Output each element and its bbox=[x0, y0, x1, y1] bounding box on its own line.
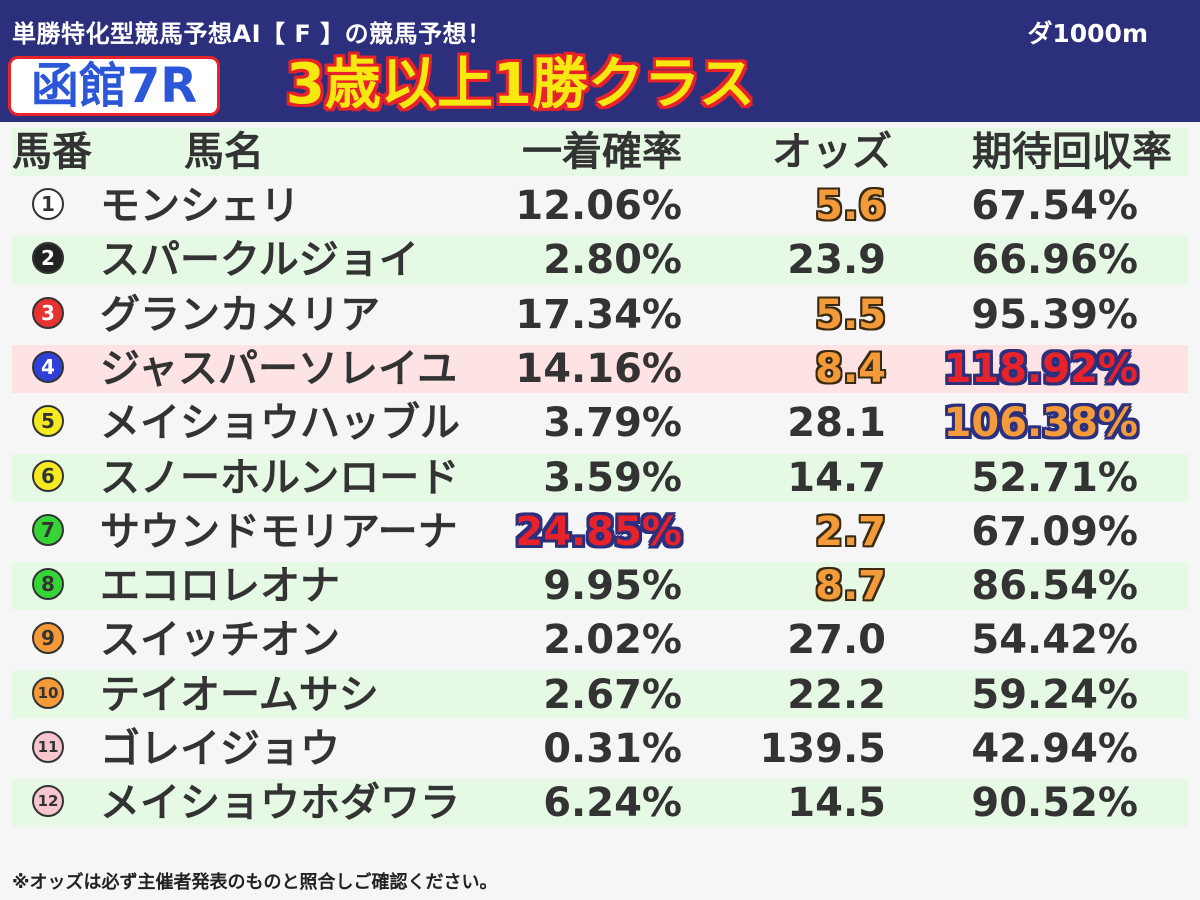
expected-return: 67.09% bbox=[971, 508, 1138, 555]
odds-value: 22.2 bbox=[787, 671, 886, 718]
expected-return: 67.54% bbox=[971, 183, 1138, 229]
table-row: 9 スイッチオン 2.02% 27.0 54.42% bbox=[12, 616, 1188, 664]
horse-number-cell: 8 bbox=[12, 562, 90, 610]
win-probability: 2.80% bbox=[543, 237, 682, 284]
win-probability: 2.67% bbox=[543, 671, 682, 718]
horse-name: スノーホルンロード bbox=[100, 454, 460, 501]
expected-return: 90.52% bbox=[971, 780, 1138, 827]
expected-return: 106.38% bbox=[943, 400, 1138, 447]
win-probability: 24.85% bbox=[515, 508, 682, 555]
horse-number-cell: 2 bbox=[12, 236, 90, 284]
horse-name: ジャスパーソレイユ bbox=[100, 345, 458, 392]
win-probability: 12.06% bbox=[515, 183, 682, 229]
table-row: 1 モンシェリ 12.06% 5.6 67.54% bbox=[12, 182, 1188, 230]
header-subtitle: 単勝特化型競馬予想AI【 F 】の競馬予想！ bbox=[12, 20, 492, 48]
odds-value: 28.1 bbox=[787, 400, 886, 447]
horse-number-cell: 4 bbox=[12, 345, 90, 393]
win-probability: 9.95% bbox=[543, 563, 682, 610]
horse-name: メイショウハッブル bbox=[100, 400, 460, 447]
horse-number-badge: 6 bbox=[32, 459, 64, 492]
table-row: 7 サウンドモリアーナ 24.85% 2.7 67.09% bbox=[12, 508, 1188, 556]
table-row: 6 スノーホルンロード 3.59% 14.7 52.71% bbox=[12, 453, 1188, 502]
expected-return: 118.92% bbox=[943, 345, 1138, 392]
horse-number-cell: 3 bbox=[12, 291, 90, 339]
horse-number-badge: 5 bbox=[32, 405, 64, 438]
horse-number-cell: 5 bbox=[12, 399, 90, 447]
table-row: 10 テイオームサシ 2.67% 22.2 59.24% bbox=[12, 670, 1188, 719]
horse-name: サウンドモリアーナ bbox=[100, 508, 458, 555]
horse-number-badge: 2 bbox=[32, 242, 64, 275]
table-row: 2 スパークルジョイ 2.80% 23.9 66.96% bbox=[12, 236, 1188, 285]
odds-value: 5.5 bbox=[815, 291, 886, 338]
horse-number-badge: 9 bbox=[32, 622, 64, 655]
win-probability: 14.16% bbox=[515, 345, 682, 392]
table-row: 5 メイショウハッブル 3.79% 28.1 106.38% bbox=[12, 399, 1188, 447]
header-bar: 単勝特化型競馬予想AI【 F 】の競馬予想！ ダ1000m 函館7R 3歳以上1… bbox=[0, 0, 1200, 122]
horse-number-badge: 3 bbox=[32, 296, 64, 329]
race-class-title: 3歳以上1勝クラス bbox=[286, 52, 755, 117]
table-header-row: 馬番 馬名 一着確率 オッズ 期待回収率 bbox=[12, 128, 1188, 176]
column-header-win-probability: 一着確率 bbox=[522, 129, 682, 175]
horse-number-cell: 6 bbox=[12, 454, 90, 502]
race-distance: ダ1000m bbox=[1027, 19, 1148, 48]
table-row: 4 ジャスパーソレイユ 14.16% 8.4 118.92% bbox=[12, 344, 1188, 393]
horse-number-cell: 1 bbox=[12, 182, 90, 230]
horse-number-badge: 7 bbox=[32, 513, 64, 546]
odds-value: 14.7 bbox=[787, 454, 886, 501]
horse-name: モンシェリ bbox=[100, 183, 300, 229]
horse-number-cell: 9 bbox=[12, 616, 90, 664]
table-row: 11 ゴレイジョウ 0.31% 139.5 42.94% bbox=[12, 725, 1188, 773]
horse-number-cell: 10 bbox=[12, 671, 90, 719]
horse-number-badge: 1 bbox=[32, 188, 64, 220]
horse-number-cell: 12 bbox=[12, 779, 90, 827]
expected-return: 54.42% bbox=[971, 617, 1138, 664]
horse-name: グランカメリア bbox=[100, 291, 380, 338]
horse-name: メイショウホダワラ bbox=[100, 780, 460, 827]
horse-name: スイッチオン bbox=[100, 617, 340, 664]
horse-name: テイオームサシ bbox=[100, 671, 379, 718]
horse-number-badge: 10 bbox=[32, 676, 64, 709]
table-row: 3 グランカメリア 17.34% 5.5 95.39% bbox=[12, 291, 1188, 339]
odds-value: 23.9 bbox=[787, 237, 886, 284]
odds-value: 8.7 bbox=[815, 563, 886, 610]
win-probability: 3.59% bbox=[543, 454, 682, 501]
horse-name: エコロレオナ bbox=[100, 563, 340, 610]
table-row: 12 メイショウホダワラ 6.24% 14.5 90.52% bbox=[12, 779, 1188, 828]
expected-return: 66.96% bbox=[971, 237, 1138, 284]
horse-number-badge: 11 bbox=[32, 731, 64, 763]
odds-value: 139.5 bbox=[759, 726, 886, 772]
odds-value: 14.5 bbox=[787, 780, 886, 827]
expected-return: 59.24% bbox=[971, 671, 1138, 718]
column-header-odds: オッズ bbox=[772, 129, 892, 175]
horse-name: ゴレイジョウ bbox=[100, 726, 340, 772]
horse-name: スパークルジョイ bbox=[100, 237, 419, 284]
column-header-number: 馬番 bbox=[12, 129, 92, 175]
odds-value: 2.7 bbox=[815, 508, 886, 555]
column-header-name: 馬名 bbox=[184, 129, 264, 175]
horse-number-badge: 12 bbox=[32, 785, 64, 818]
expected-return: 95.39% bbox=[971, 291, 1138, 338]
win-probability: 0.31% bbox=[543, 726, 682, 772]
odds-disclaimer: ※オッズは必ず主催者発表のものと照合しご確認ください。 bbox=[12, 872, 498, 893]
win-probability: 17.34% bbox=[515, 291, 682, 338]
table-row: 8 エコロレオナ 9.95% 8.7 86.54% bbox=[12, 562, 1188, 611]
odds-value: 27.0 bbox=[787, 617, 886, 664]
horse-number-cell: 7 bbox=[12, 508, 90, 556]
horse-number-badge: 4 bbox=[32, 350, 64, 383]
win-probability: 2.02% bbox=[543, 617, 682, 664]
expected-return: 86.54% bbox=[971, 563, 1138, 610]
horse-number-cell: 11 bbox=[12, 725, 90, 773]
expected-return: 52.71% bbox=[971, 454, 1138, 501]
expected-return: 42.94% bbox=[971, 726, 1138, 772]
win-probability: 3.79% bbox=[543, 400, 682, 447]
column-header-expected-return: 期待回収率 bbox=[972, 129, 1172, 175]
odds-value: 5.6 bbox=[815, 183, 886, 229]
win-probability: 6.24% bbox=[543, 780, 682, 827]
venue-race-badge: 函館7R bbox=[8, 56, 220, 116]
horse-number-badge: 8 bbox=[32, 568, 64, 601]
odds-value: 8.4 bbox=[815, 345, 886, 392]
